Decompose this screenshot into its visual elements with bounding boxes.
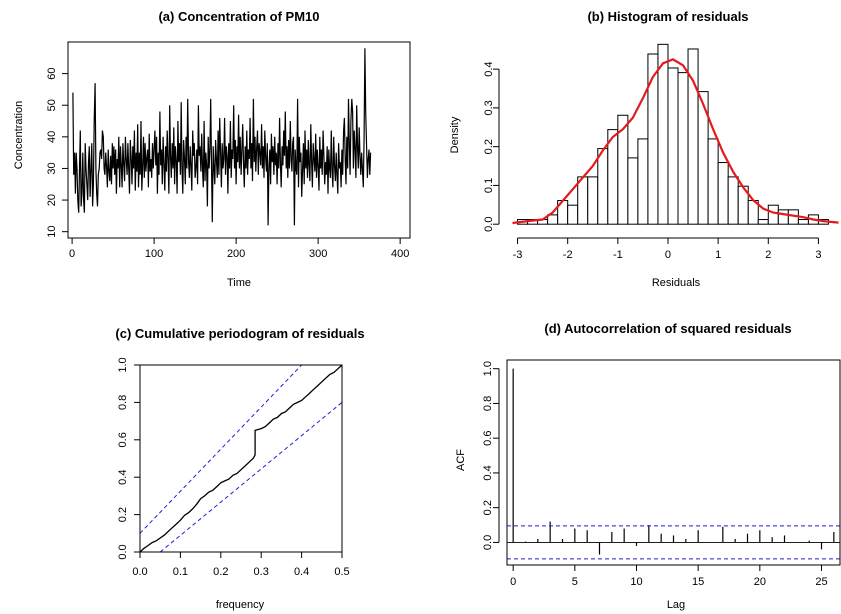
panel-c-xtick-label: 0.0 <box>132 566 147 578</box>
panel-d-ytick-label: 0.6 <box>482 431 494 446</box>
panel-a-xtick-label: 400 <box>391 248 409 260</box>
panel-c-xtick-label: 0.4 <box>294 566 309 578</box>
panel-c-lower-band <box>159 402 343 553</box>
panel-c-frame <box>139 364 343 553</box>
panel-b-histogram-bar <box>797 219 809 225</box>
panel-a-ylabel: Concentration <box>13 101 25 170</box>
panel-b-ytick-label: 0.0 <box>483 217 495 232</box>
panel-b-xtick-label: -2 <box>563 249 573 261</box>
panel-a-xtick-label: 0 <box>69 248 75 260</box>
panel-c-ytick-label: 1.0 <box>117 357 129 372</box>
panel-cumulative-periodogram: (c) Cumulative periodogram of residuals … <box>115 326 364 611</box>
panel-c-xtick-label: 0.1 <box>173 566 188 578</box>
panel-a-ytick-label: 30 <box>46 162 58 174</box>
panel-b-title: (b) Histogram of residuals <box>587 9 748 24</box>
panel-a-title: (a) Concentration of PM10 <box>158 9 319 24</box>
panel-b-histogram-bar <box>607 129 619 225</box>
panel-b-histogram-bar <box>677 72 689 225</box>
panel-d-ytick-label: 0.0 <box>482 535 494 550</box>
panel-b-histogram-bar <box>577 176 589 225</box>
panel-b-histogram-bar <box>647 53 659 225</box>
panel-b-histogram-bar <box>597 148 609 225</box>
panel-c-ytick-label: 0.0 <box>117 544 129 559</box>
panel-a-ytick-label: 10 <box>46 226 58 238</box>
panel-c-xtick-label: 0.2 <box>213 566 228 578</box>
panel-b-ytick-label: 0.2 <box>483 139 495 154</box>
panel-b-histogram-bar <box>587 176 599 225</box>
panel-c-xlabel: frequency <box>216 599 265 611</box>
panel-d-ytick-label: 0.4 <box>482 465 494 480</box>
panel-a-xtick-label: 100 <box>145 248 163 260</box>
panel-b-histogram-bar <box>637 138 649 225</box>
panel-b-xtick-label: 1 <box>715 249 721 261</box>
panel-c-xtick-label: 0.3 <box>254 566 269 578</box>
panel-d-xtick-label: 0 <box>510 576 516 588</box>
panel-b-xtick-label: -1 <box>613 249 623 261</box>
panel-b-histogram-bar <box>667 67 679 225</box>
panel-b-ytick-label: 0.3 <box>483 100 495 115</box>
panel-a-ytick-label: 20 <box>46 194 58 206</box>
panel-b-histogram-bar <box>727 176 739 225</box>
panel-d-frame <box>506 359 841 566</box>
panel-histogram-residuals: (b) Histogram of residuals Residuals Den… <box>449 9 839 289</box>
panel-d-xlabel: Lag <box>667 599 685 611</box>
panel-d-xtick-label: 20 <box>754 576 766 588</box>
panel-a-ytick-label: 60 <box>46 67 58 79</box>
panel-concentration-pm10: (a) Concentration of PM10 Time Concentra… <box>13 9 411 289</box>
panel-c-upper-band <box>139 364 302 534</box>
panel-d-xtick-label: 15 <box>692 576 704 588</box>
panel-a-xlabel: Time <box>227 277 251 289</box>
panel-b-histogram-bar <box>627 157 639 225</box>
panel-b-histogram-bar <box>767 204 779 225</box>
panel-b-histogram-bar <box>777 209 789 225</box>
panel-b-xlabel: Residuals <box>652 277 701 289</box>
panel-d-ytick-label: 0.8 <box>482 396 494 411</box>
panel-d-xtick-label: 5 <box>572 576 578 588</box>
panel-c-xtick-label: 0.5 <box>334 566 349 578</box>
panel-a-xtick-label: 200 <box>227 248 245 260</box>
panel-b-histogram-bar <box>567 204 579 225</box>
panel-c-ytick-label: 0.2 <box>117 507 129 522</box>
panel-d-ytick-label: 0.2 <box>482 500 494 515</box>
panel-a-ytick-label: 50 <box>46 99 58 111</box>
panel-d-xtick-label: 25 <box>815 576 827 588</box>
panel-b-xtick-label: 2 <box>765 249 771 261</box>
panel-b-xtick-label: 3 <box>815 249 821 261</box>
panel-b-histogram-bar <box>717 162 729 225</box>
panel-b-ytick-label: 0.1 <box>483 178 495 193</box>
panel-a-frame <box>67 41 411 239</box>
panel-c-ytick-label: 0.8 <box>117 395 129 410</box>
panel-b-histogram-bar <box>757 219 769 225</box>
panel-d-xtick-label: 10 <box>630 576 642 588</box>
panel-b-histogram-bar <box>657 43 669 225</box>
panel-b-xtick-label: 0 <box>665 249 671 261</box>
panel-acf-squared-residuals: (d) Autocorrelation of squared residuals… <box>455 321 841 611</box>
panel-b-ytick-label: 0.4 <box>483 61 495 76</box>
panel-d-title: (d) Autocorrelation of squared residuals <box>544 321 791 336</box>
panel-d-ylabel: ACF <box>455 449 467 471</box>
panel-b-ylabel: Density <box>449 116 461 153</box>
panel-c-periodogram-line <box>139 364 343 553</box>
panel-c-ytick-label: 0.6 <box>117 432 129 447</box>
panel-a-series-line <box>72 48 372 226</box>
panel-c-title: (c) Cumulative periodogram of residuals <box>115 326 364 341</box>
panel-a-ytick-label: 40 <box>46 131 58 143</box>
panel-b-density-curve <box>512 58 839 225</box>
panel-a-xtick-label: 300 <box>309 248 327 260</box>
panel-b-histogram-bar <box>707 138 719 225</box>
panel-d-ytick-label: 1.0 <box>482 361 494 376</box>
panel-b-xtick-label: -3 <box>513 249 523 261</box>
panel-c-ytick-label: 0.4 <box>117 470 129 485</box>
